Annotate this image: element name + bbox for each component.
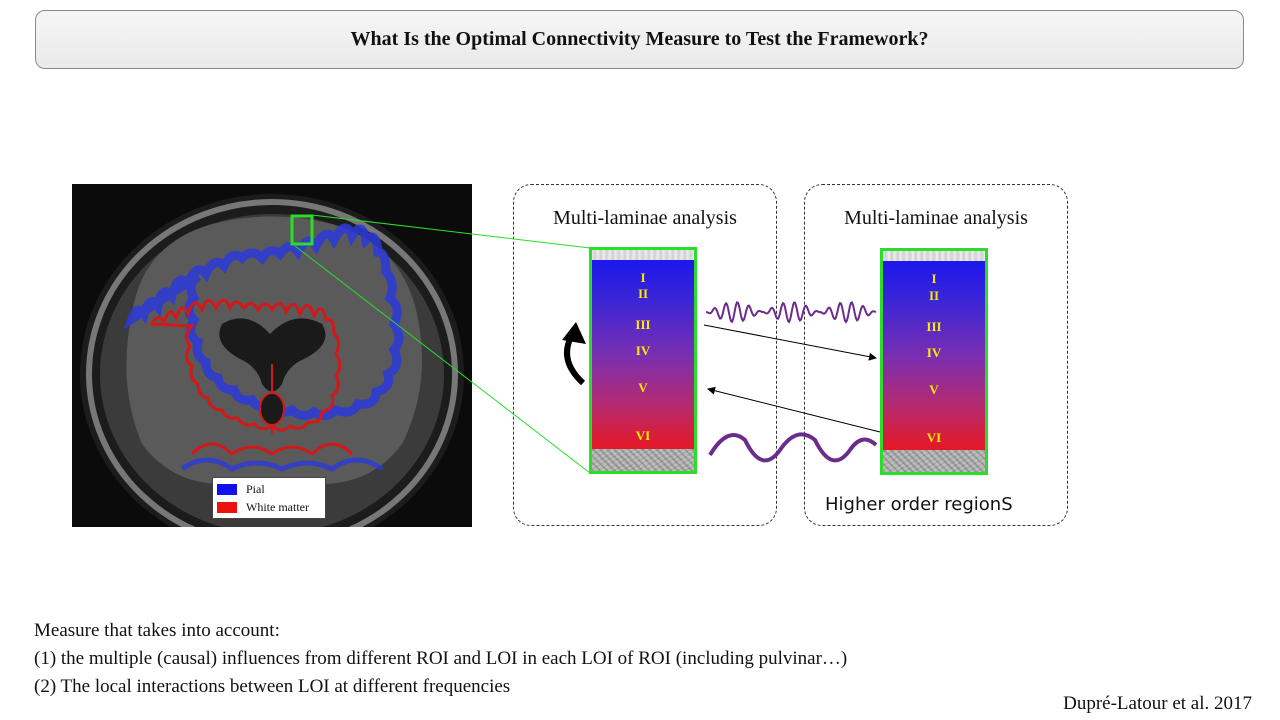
cortex-column-right: I II III IV V VI (880, 248, 988, 475)
panel-right: Multi-laminae analysis Higher order regi… (804, 184, 1068, 526)
panel-right-footer: Higher order regionS (825, 494, 1013, 515)
high-frequency-wave (705, 301, 877, 324)
roi-highlight-box (290, 214, 314, 246)
measure-description: Measure that takes into account: (1) the… (34, 617, 847, 701)
layer-label-ii: II (637, 286, 649, 301)
laminae-gradient (883, 251, 985, 472)
cortex-column-left: I II III IV V VI (589, 247, 697, 474)
slide-title: What Is the Optimal Connectivity Measure… (350, 28, 929, 50)
legend-item-white-matter: White matter (217, 498, 321, 516)
citation: Dupré-Latour et al. 2017 (1063, 693, 1252, 714)
layer-label-iii: III (926, 319, 942, 334)
measure-intro: Measure that takes into account: (34, 620, 280, 641)
layer-label-iv: IV (926, 345, 942, 360)
legend-label-pial: Pial (246, 481, 265, 496)
title-banner: What Is the Optimal Connectivity Measure… (35, 10, 1244, 69)
white-matter-surface (592, 449, 694, 471)
pial-surface (592, 250, 694, 260)
panel-right-title: Multi-laminae analysis (844, 207, 1028, 229)
laminae-gradient (592, 250, 694, 471)
mri-legend: Pial White matter (212, 477, 326, 519)
pial-surface (883, 251, 985, 261)
measure-point-2: (2) The local interactions between LOI a… (34, 676, 511, 697)
mri-brain-illustration (80, 194, 464, 527)
legend-item-pial: Pial (217, 480, 321, 498)
layer-label-vi: VI (635, 428, 651, 443)
feedforward-arrow (703, 324, 877, 361)
feedback-arrow (707, 386, 881, 433)
layer-label-i: I (640, 270, 646, 285)
zoom-line-top (311, 214, 591, 249)
low-frequency-wave (708, 432, 878, 463)
measure-point-1: (1) the multiple (causal) influences fro… (34, 648, 848, 669)
layer-label-v: V (929, 382, 939, 397)
mri-coronal-image (72, 184, 472, 527)
layer-label-iv: IV (635, 343, 651, 358)
legend-label-white-matter: White matter (246, 499, 309, 514)
layer-label-iii: III (635, 317, 651, 332)
white-matter-surface (883, 450, 985, 472)
layer-label-vi: VI (926, 430, 942, 445)
local-interaction-arrowhead (562, 322, 586, 344)
layer-label-i: I (931, 271, 937, 286)
layer-label-ii: II (928, 288, 940, 303)
layer-label-v: V (638, 380, 648, 395)
panel-left-title: Multi-laminae analysis (553, 207, 737, 229)
zoom-line-bottom (294, 245, 591, 474)
legend-swatch-pial (217, 483, 237, 495)
legend-swatch-white-matter (217, 501, 237, 513)
panel-left: Multi-laminae analysis (513, 184, 777, 526)
